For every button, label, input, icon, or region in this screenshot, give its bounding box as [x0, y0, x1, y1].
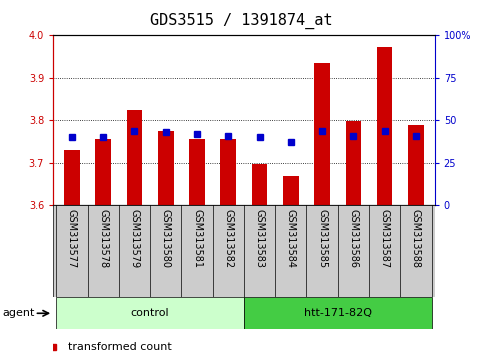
Bar — [283, 176, 298, 205]
Text: GSM313583: GSM313583 — [255, 209, 265, 268]
Text: GSM313586: GSM313586 — [348, 209, 358, 268]
Text: GSM313581: GSM313581 — [192, 209, 202, 268]
Bar — [345, 121, 361, 205]
Text: GSM313578: GSM313578 — [98, 209, 108, 268]
Bar — [314, 63, 330, 205]
FancyBboxPatch shape — [56, 297, 244, 329]
Bar — [127, 110, 142, 205]
Text: GSM313587: GSM313587 — [380, 209, 390, 268]
Bar — [377, 47, 393, 205]
Text: GSM313580: GSM313580 — [161, 209, 170, 268]
Text: htt-171-82Q: htt-171-82Q — [304, 308, 372, 318]
Bar — [158, 131, 173, 205]
Text: GSM313585: GSM313585 — [317, 209, 327, 268]
Bar — [408, 125, 424, 205]
Bar — [189, 139, 205, 205]
Text: transformed count: transformed count — [68, 342, 171, 352]
Text: GSM313584: GSM313584 — [286, 209, 296, 268]
Bar — [220, 139, 236, 205]
Text: GSM313579: GSM313579 — [129, 209, 140, 268]
Text: control: control — [131, 308, 170, 318]
FancyBboxPatch shape — [53, 205, 435, 297]
Text: GDS3515 / 1391874_at: GDS3515 / 1391874_at — [150, 12, 333, 29]
FancyBboxPatch shape — [244, 297, 432, 329]
Text: GSM313577: GSM313577 — [67, 209, 77, 268]
Text: GSM313588: GSM313588 — [411, 209, 421, 268]
Bar — [252, 164, 268, 205]
Text: agent: agent — [2, 308, 35, 318]
Text: GSM313582: GSM313582 — [223, 209, 233, 268]
Bar — [95, 139, 111, 205]
Bar — [64, 150, 80, 205]
